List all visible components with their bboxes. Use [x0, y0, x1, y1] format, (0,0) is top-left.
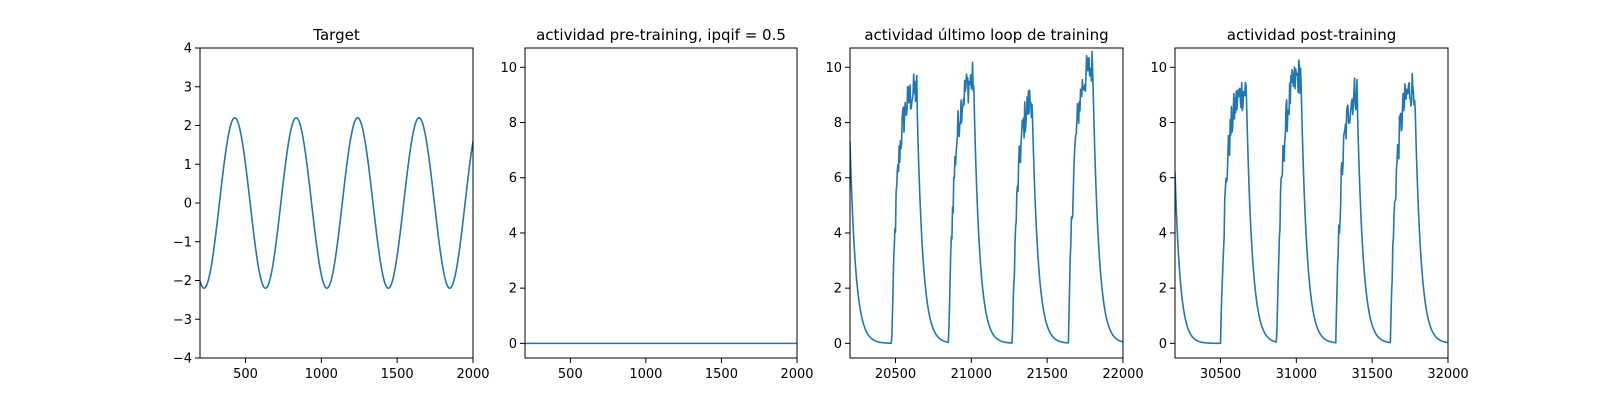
y-tick-label: 6 — [834, 171, 842, 186]
y-tick-label: 10 — [500, 61, 517, 76]
x-tick-label: 20500 — [875, 367, 916, 382]
y-tick-label: 8 — [834, 116, 842, 131]
y-tick-label: 8 — [509, 116, 517, 131]
series-line — [1175, 59, 1448, 345]
y-tick-label: 2 — [1159, 282, 1167, 297]
y-tick-label: 0 — [1159, 337, 1167, 352]
x-tick-label: 21000 — [951, 367, 992, 382]
y-tick-label: −3 — [173, 313, 192, 328]
y-tick-label: 0 — [509, 337, 517, 352]
y-tick-label: 2 — [184, 119, 192, 134]
x-tick-label: 30500 — [1200, 367, 1241, 382]
panel-last-training-loop: actividad último loop de training 20500 2… — [825, 26, 1143, 382]
y-tick-label: 6 — [509, 171, 517, 186]
x-tick-label: 31000 — [1276, 367, 1317, 382]
panel-target: Target 500 1000 1500 2000 −4 −3 −2 −1 0 1 2 3 4 — [173, 26, 490, 382]
y-tick-label: 4 — [1159, 226, 1167, 241]
y-tick-label: 10 — [1150, 61, 1167, 76]
y-tick-label: 4 — [184, 42, 192, 57]
panel-post-training: actividad post-training 30500 31000 31500 3… — [1150, 26, 1468, 382]
panel-title: actividad post-training — [1227, 26, 1396, 44]
x-tick-label: 1000 — [629, 367, 662, 382]
y-tick-label: 8 — [1159, 116, 1167, 131]
series-line — [850, 50, 1123, 345]
x-tick-label: 500 — [233, 367, 258, 382]
y-tick-label: 0 — [184, 197, 192, 212]
panel-pre-training: actividad pre-training, ipqif = 0.5 500 1… — [500, 26, 813, 382]
y-tick-label: 4 — [834, 226, 842, 241]
y-tick-label: 6 — [1159, 171, 1167, 186]
x-tick-label: 2000 — [780, 367, 813, 382]
y-tick-label: −4 — [173, 352, 192, 367]
panel-title: actividad pre-training, ipqif = 0.5 — [536, 26, 786, 44]
y-tick-label: −2 — [173, 274, 192, 289]
y-tick-label: 0 — [834, 337, 842, 352]
x-tick-label: 1000 — [305, 367, 338, 382]
y-tick-label: 2 — [509, 282, 517, 297]
x-tick-label: 500 — [558, 367, 583, 382]
x-tick-label: 22000 — [1102, 367, 1143, 382]
x-tick-label: 31500 — [1351, 367, 1392, 382]
panel-title: actividad último loop de training — [864, 26, 1108, 44]
x-tick-label: 32000 — [1427, 367, 1468, 382]
y-tick-label: 10 — [825, 61, 842, 76]
series-line — [200, 116, 473, 290]
plot-frame — [524, 47, 798, 359]
x-tick-label: 1500 — [381, 367, 414, 382]
y-tick-label: −1 — [173, 235, 192, 250]
panel-title: Target — [312, 26, 360, 44]
y-tick-label: 3 — [184, 80, 192, 95]
x-tick-label: 1500 — [705, 367, 738, 382]
y-tick-label: 2 — [834, 282, 842, 297]
plot-frame — [1174, 47, 1449, 359]
x-tick-label: 21500 — [1026, 367, 1067, 382]
x-tick-label: 2000 — [456, 367, 489, 382]
plot-frame — [849, 47, 1124, 359]
y-tick-label: 4 — [509, 226, 517, 241]
y-tick-label: 1 — [184, 158, 192, 173]
